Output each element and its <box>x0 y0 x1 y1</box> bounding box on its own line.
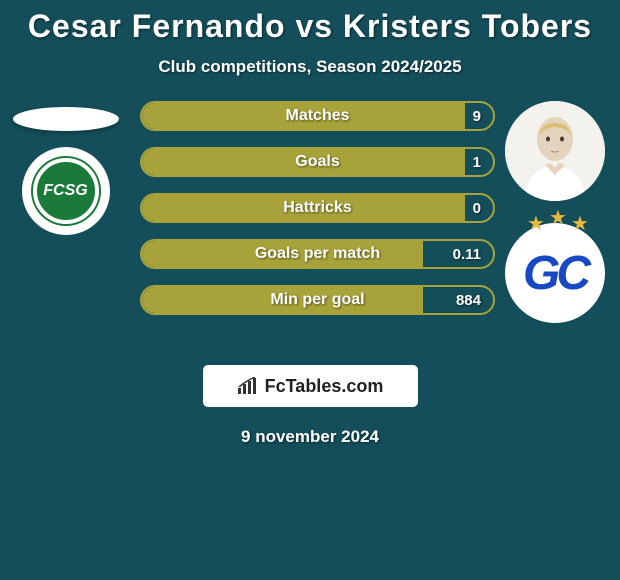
stat-value: 0.11 <box>453 241 481 267</box>
left-player-placeholder <box>13 107 119 131</box>
stat-value: 1 <box>473 149 481 175</box>
stat-label: Hattricks <box>142 195 493 221</box>
brand-box: FcTables.com <box>203 365 418 407</box>
star-icon: ★ <box>527 211 545 236</box>
stat-label: Min per goal <box>142 287 493 313</box>
star-icon: ★ <box>571 211 589 236</box>
left-club-badge: FCSG <box>22 147 110 235</box>
right-club-badge: ★ ★ ★ GC <box>505 223 605 323</box>
stat-bar: Hattricks0 <box>140 193 495 223</box>
date-text: 9 november 2024 <box>0 427 620 447</box>
stat-bar: Goals1 <box>140 147 495 177</box>
stat-bar: Goals per match0.11 <box>140 239 495 269</box>
right-player-photo <box>505 101 605 201</box>
stat-bar: Min per goal884 <box>140 285 495 315</box>
stat-bars: Matches9Goals1Hattricks0Goals per match0… <box>140 101 495 331</box>
stat-label: Goals <box>142 149 493 175</box>
stat-value: 0 <box>473 195 481 221</box>
stat-value: 884 <box>456 287 481 313</box>
right-club-text: GC <box>523 246 587 301</box>
subtitle: Club competitions, Season 2024/2025 <box>0 57 620 77</box>
star-icon: ★ <box>549 205 567 230</box>
player-silhouette-icon <box>505 101 605 201</box>
stat-bar: Matches9 <box>140 101 495 131</box>
brand-text: FcTables.com <box>265 376 384 397</box>
stat-value: 9 <box>473 103 481 129</box>
comparison-area: FCSG Matches9 Goals1 Hattricks0 Goals per m… <box>0 101 620 361</box>
right-player-column: ★ ★ ★ GC <box>500 101 610 323</box>
chart-icon <box>237 377 259 395</box>
stat-label: Goals per match <box>142 241 493 267</box>
left-club-text: FCSG <box>33 158 99 224</box>
stat-label: Matches <box>142 103 493 129</box>
left-player-column: FCSG <box>8 101 123 235</box>
page-title: Cesar Fernando vs Kristers Tobers <box>0 0 620 45</box>
